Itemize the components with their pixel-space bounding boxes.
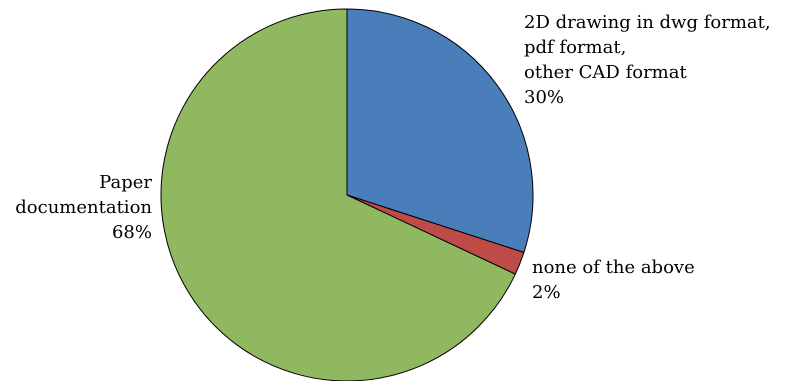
slice-value-label: 68%	[112, 222, 152, 243]
slice-label-line: other CAD format	[524, 62, 687, 83]
slice-value-label: 2%	[532, 282, 561, 303]
pie-labels: 2D drawing in dwg format, pdf format, othe…	[15, 12, 770, 303]
slice-label-0: 2D drawing in dwg format, pdf format, othe…	[524, 12, 771, 108]
slice-label-line: documentation	[15, 197, 152, 218]
slice-label-line: pdf format,	[524, 37, 626, 58]
slice-value-label: 30%	[524, 87, 564, 108]
slice-label-line: Paper	[99, 172, 152, 193]
pie-slice-0	[346, 8, 534, 254]
slice-label-2: Paper documentation 68%	[15, 172, 152, 243]
pie-slice-2	[160, 8, 516, 381]
pie-slices	[160, 8, 534, 381]
slice-label-line: 2D drawing in dwg format,	[524, 12, 771, 33]
slice-label-line: none of the above	[532, 257, 695, 278]
slice-label-1: none of the above 2%	[532, 257, 695, 303]
